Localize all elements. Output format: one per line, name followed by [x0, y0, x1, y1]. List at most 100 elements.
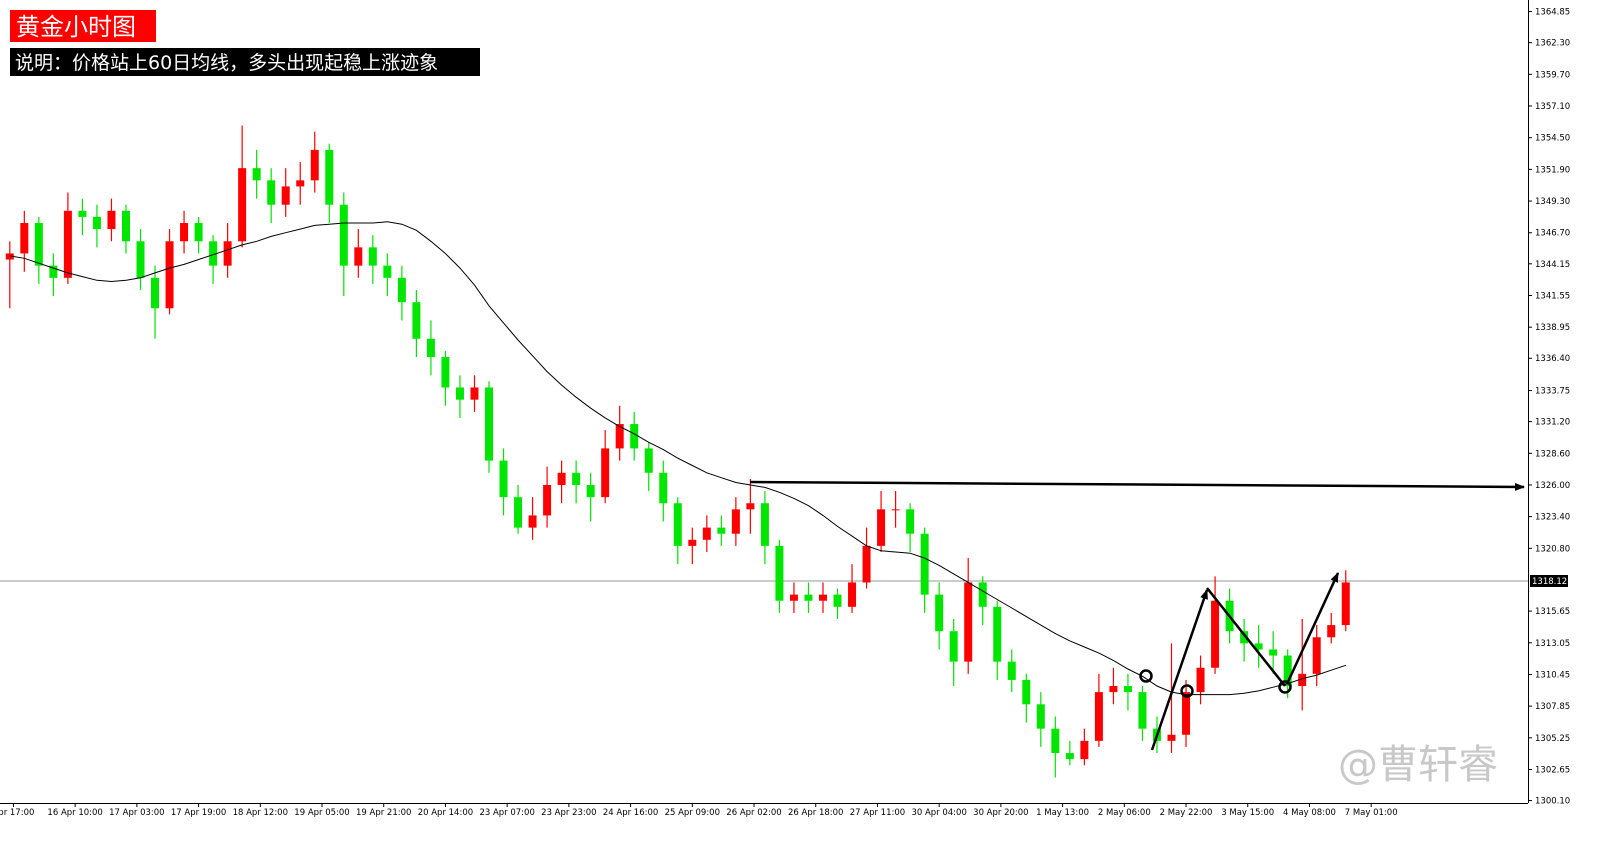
y-tick-label: 1320.80 [1535, 544, 1570, 554]
y-tick-label: 1313.05 [1535, 639, 1570, 649]
candle-body [906, 509, 915, 534]
candle-body [848, 582, 857, 607]
x-tick-label: 26 Apr 02:00 [726, 808, 781, 818]
y-tick-label: 1300.10 [1535, 797, 1570, 807]
candle-body [1182, 692, 1191, 735]
x-tick-label: 30 Apr 04:00 [911, 808, 966, 818]
candle-body [412, 302, 421, 339]
y-tick-label: 1305.25 [1535, 734, 1570, 744]
candle-body [1123, 686, 1132, 693]
y-tick-label: 1357.10 [1535, 102, 1570, 112]
candle-body [441, 357, 450, 388]
y-tick-label: 1346.70 [1535, 229, 1570, 239]
candle-body [1240, 631, 1249, 644]
candle-body [1341, 582, 1350, 626]
y-tick-label: 1302.65 [1535, 765, 1570, 775]
candle-body [804, 594, 813, 601]
candle-body [339, 204, 348, 266]
plot-area: 1364.85 1362.30 1359.70 1357.10 1354.50 1351.… [0, 0, 1570, 818]
candle-body [630, 424, 639, 449]
y-tick-label: 1336.40 [1535, 354, 1570, 364]
x-tick-label: 4 May 08:00 [1283, 808, 1336, 818]
candle-body [1254, 643, 1263, 650]
x-tick-label: 20 Apr 14:00 [418, 808, 473, 818]
candle-body [455, 387, 464, 400]
candle-body [877, 509, 886, 546]
candle-body [673, 503, 682, 546]
candle-body [760, 503, 769, 546]
candle-body [165, 241, 174, 309]
candle-body [5, 253, 14, 260]
circle-marker [1139, 669, 1153, 683]
watermark: @曹轩睿 [1338, 742, 1498, 788]
trend-arrow [1285, 572, 1340, 685]
candle-body [63, 210, 72, 278]
candle-body [1022, 679, 1031, 705]
trend-arrow [1150, 589, 1209, 751]
candle-body [1051, 728, 1060, 754]
candle-body [354, 247, 363, 266]
annotations [749, 480, 1525, 751]
candle-body [194, 222, 203, 242]
candle-body [267, 180, 276, 205]
candle-body [499, 460, 508, 498]
y-tick-label: 1323.40 [1535, 513, 1570, 523]
y-tick-label: 1351.90 [1535, 165, 1570, 175]
resistance-arrow [749, 480, 1525, 491]
x-tick-label: 26 Apr 18:00 [788, 808, 843, 818]
chart-title: 黄金小时图 [16, 13, 136, 41]
candle-body [935, 594, 944, 632]
y-tick-label: 1349.30 [1535, 197, 1570, 207]
x-tick-label: 23 Apr 07:00 [479, 808, 534, 818]
candle-body [310, 149, 319, 181]
current-price-box [1530, 574, 1568, 587]
candle-body [136, 241, 145, 278]
chart-subtitle: 说明：价格站上60日均线，多头出现起稳上涨迹象 [15, 52, 438, 74]
candle-body [180, 222, 189, 242]
candle-body [775, 545, 784, 601]
x-tick-label: 18 Apr 12:00 [233, 808, 288, 818]
x-tick-label: 25 Apr 09:00 [665, 808, 720, 818]
candle-body [862, 545, 871, 583]
candle-body [920, 533, 929, 595]
candle-body [731, 509, 740, 534]
x-tick-label: 3 May 15:00 [1221, 808, 1274, 818]
candle-body [1298, 673, 1307, 687]
candle-body [1327, 625, 1336, 638]
x-tick-label: 17 Apr 03:00 [109, 808, 164, 818]
candle-body [121, 210, 130, 242]
candle-body [978, 582, 987, 607]
x-tick-label: Apr 17:00 [0, 808, 34, 818]
x-tick-label: 1 May 13:00 [1036, 808, 1089, 818]
candle-body [1167, 734, 1176, 741]
x-tick-label: 2 May 06:00 [1098, 808, 1151, 818]
candle-body [601, 448, 610, 498]
y-tick-label: 1338.95 [1535, 323, 1570, 333]
candle-body [1211, 600, 1220, 668]
candle-body [20, 222, 29, 254]
candle-body [470, 387, 479, 400]
candle-body [1080, 740, 1089, 760]
y-tick-label: 1362.30 [1535, 39, 1570, 49]
candle-body [949, 631, 958, 662]
moving-average-line [9, 221, 1346, 696]
y-tick-label: 1341.55 [1535, 291, 1570, 301]
candle-body [107, 210, 116, 230]
candle-body [688, 539, 697, 546]
x-tick-label: 19 Apr 05:00 [294, 808, 349, 818]
candle-body [1094, 692, 1103, 741]
candle-body [659, 472, 668, 504]
candle-body [964, 582, 973, 662]
candle-body [746, 503, 755, 510]
x-tick-label: 2 May 22:00 [1160, 808, 1213, 818]
current-price-label: 1318.12 [1532, 577, 1567, 587]
candle-body [1065, 753, 1074, 760]
circle-marker [1180, 684, 1194, 698]
y-tick-label: 1328.60 [1535, 449, 1570, 459]
candle-body [702, 527, 711, 540]
y-tick-label: 1310.45 [1535, 670, 1570, 680]
candle-body [426, 338, 435, 358]
candle-body [993, 606, 1002, 662]
